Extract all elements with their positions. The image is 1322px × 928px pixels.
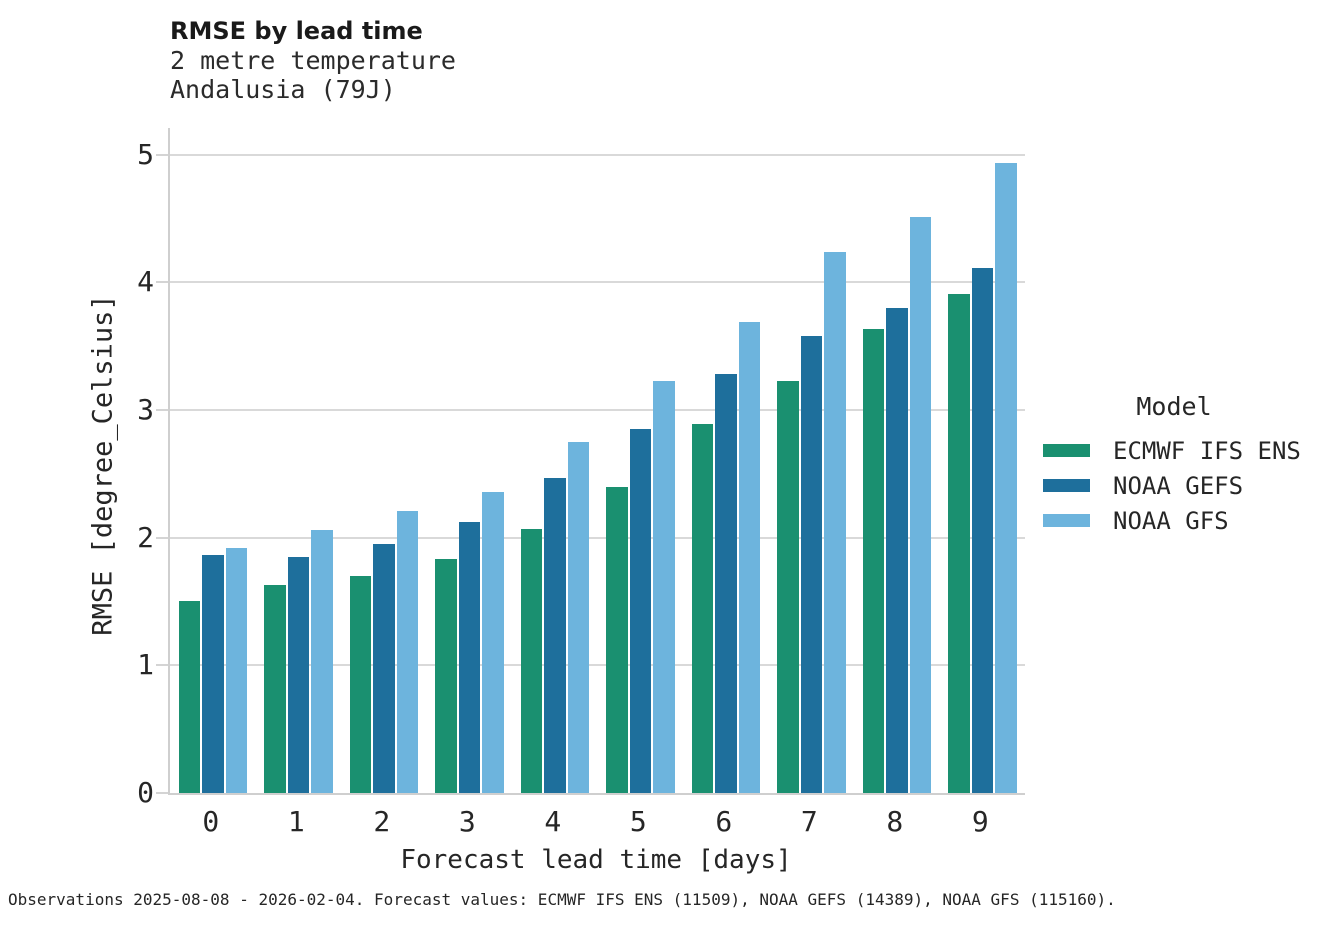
- legend-items: ECMWF IFS ENS NOAA GEFS NOAA GFS: [1043, 433, 1305, 538]
- bar-ecmwf-ifs-ens-day-1: [264, 584, 286, 793]
- x-tick-label-3: 3: [458, 805, 476, 838]
- bar-noaa-gefs-day-3: [458, 522, 480, 793]
- bar-ecmwf-ifs-ens-day-5: [606, 486, 628, 793]
- bar-noaa-gefs-day-4: [544, 477, 566, 793]
- chart-title: RMSE by lead time: [170, 17, 423, 45]
- bar-group-day-0: [170, 128, 256, 793]
- y-tick-mark-1: [156, 664, 168, 667]
- legend-item-ecmwf-ifs-ens: ECMWF IFS ENS: [1043, 433, 1305, 468]
- bar-noaa-gfs-day-8: [909, 217, 931, 793]
- y-tick-mark-4: [156, 281, 168, 284]
- y-tick-label-2: 2: [137, 520, 154, 554]
- bar-ecmwf-ifs-ens-day-6: [691, 423, 713, 793]
- caption: Observations 2025-08-08 - 2026-02-04. Fo…: [8, 890, 1116, 909]
- bar-noaa-gfs-day-7: [824, 251, 846, 793]
- gridline-y-2: [170, 536, 1025, 539]
- bar-noaa-gfs-day-3: [482, 491, 504, 793]
- x-tick-label-6: 6: [715, 805, 733, 838]
- chart-subtitle-variable: 2 metre temperature: [170, 46, 456, 75]
- y-tick-mark-2: [156, 536, 168, 539]
- bar-noaa-gefs-day-9: [971, 268, 993, 793]
- bar-group-day-4: [512, 128, 598, 793]
- legend: Model ECMWF IFS ENS NOAA GEFS NOAA GFS: [1043, 393, 1305, 538]
- y-tick-mark-5: [156, 153, 168, 156]
- bar-ecmwf-ifs-ens-day-2: [349, 575, 371, 793]
- bar-group-day-1: [256, 128, 342, 793]
- legend-swatch-icon: [1043, 514, 1090, 527]
- y-tick-label-3: 3: [137, 392, 154, 426]
- legend-item-noaa-gfs: NOAA GFS: [1043, 503, 1305, 538]
- bar-noaa-gfs-day-0: [225, 547, 247, 793]
- gridline-y-3: [170, 408, 1025, 411]
- x-tick-label-8: 8: [886, 805, 904, 838]
- gridline-y-4: [170, 281, 1025, 284]
- bar-noaa-gfs-day-9: [995, 163, 1017, 793]
- bar-noaa-gefs-day-8: [886, 307, 908, 793]
- y-tick-label-0: 0: [137, 776, 154, 809]
- bar-group-day-7: [769, 128, 855, 793]
- bar-noaa-gefs-day-2: [373, 544, 395, 793]
- bar-ecmwf-ifs-ens-day-7: [777, 380, 799, 793]
- x-tick-label-0: 0: [202, 805, 220, 838]
- bar-noaa-gefs-day-0: [202, 555, 224, 793]
- gridline-y-5: [170, 153, 1025, 156]
- bar-noaa-gfs-day-2: [396, 510, 418, 793]
- legend-label: NOAA GFS: [1113, 506, 1229, 535]
- x-tick-label-9: 9: [971, 805, 989, 838]
- bar-group-day-8: [854, 128, 940, 793]
- legend-title: Model: [1136, 392, 1212, 421]
- y-tick-label-4: 4: [137, 265, 154, 299]
- bar-ecmwf-ifs-ens-day-3: [435, 559, 457, 793]
- bar-noaa-gefs-day-1: [287, 556, 309, 793]
- bar-noaa-gfs-day-1: [311, 529, 333, 793]
- legend-label: NOAA GEFS: [1113, 471, 1244, 500]
- legend-item-noaa-gefs: NOAA GEFS: [1043, 468, 1305, 503]
- x-tick-label-5: 5: [629, 805, 647, 838]
- bar-group-day-5: [598, 128, 684, 793]
- bar-group-day-9: [940, 128, 1026, 793]
- bar-group-day-2: [341, 128, 427, 793]
- x-axis-title: Forecast lead time [days]: [400, 845, 792, 875]
- bar-noaa-gefs-day-6: [715, 374, 737, 793]
- bar-noaa-gfs-day-4: [567, 441, 589, 793]
- bar-noaa-gfs-day-6: [738, 321, 760, 793]
- x-tick-label-1: 1: [287, 805, 305, 838]
- legend-label: ECMWF IFS ENS: [1113, 436, 1301, 465]
- y-tick-mark-0: [156, 792, 168, 794]
- chart-header: RMSE by lead time 2 metre temperature An…: [170, 16, 456, 104]
- bar-ecmwf-ifs-ens-day-8: [862, 329, 884, 793]
- gridline-y-1: [170, 664, 1025, 667]
- y-tick-mark-3: [156, 408, 168, 411]
- chart-subtitle-region: Andalusia (79J): [170, 75, 396, 104]
- y-tick-label-1: 1: [137, 648, 154, 682]
- x-tick-label-4: 4: [544, 805, 562, 838]
- bar-noaa-gefs-day-7: [800, 335, 822, 793]
- x-tick-label-2: 2: [373, 805, 391, 838]
- bar-group-day-3: [427, 128, 513, 793]
- bar-noaa-gfs-day-5: [653, 380, 675, 793]
- bar-noaa-gefs-day-5: [629, 429, 651, 793]
- bar-ecmwf-ifs-ens-day-9: [948, 293, 970, 793]
- y-tick-label-5: 5: [137, 137, 154, 171]
- legend-swatch-icon: [1043, 479, 1090, 492]
- legend-swatch-icon: [1043, 444, 1090, 457]
- bar-ecmwf-ifs-ens-day-4: [520, 528, 542, 793]
- x-tick-label-7: 7: [800, 805, 818, 838]
- y-axis-title: RMSE [degree_Celsius]: [87, 294, 119, 636]
- plot-area: [156, 128, 1026, 795]
- bar-group-day-6: [683, 128, 769, 793]
- bar-ecmwf-ifs-ens-day-0: [178, 601, 200, 793]
